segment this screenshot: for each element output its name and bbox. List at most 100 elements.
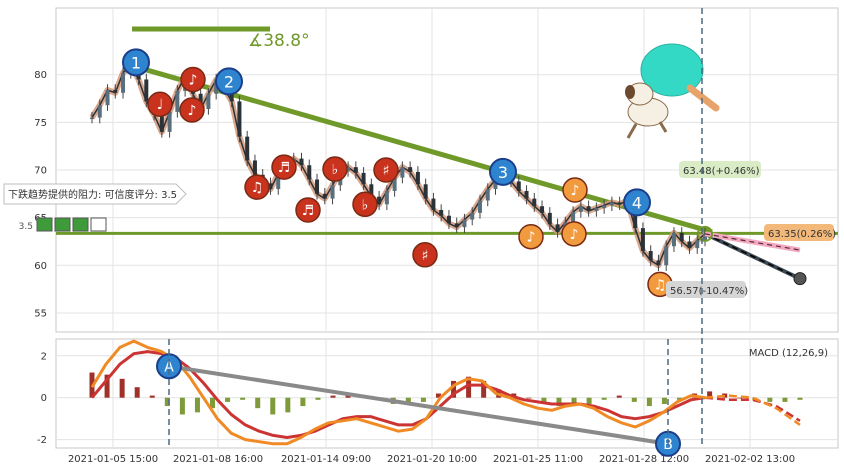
candle-body <box>571 211 576 223</box>
candle-body <box>695 240 700 249</box>
note-glyph: ♪ <box>527 230 536 246</box>
candle-body <box>477 200 482 213</box>
price-y-tick-label: 55 <box>34 308 47 319</box>
candle-body <box>307 165 312 180</box>
candle-body <box>431 198 436 211</box>
pivot-label: 3 <box>498 163 508 182</box>
note-marker-icon <box>518 223 544 250</box>
candle-body <box>361 172 366 185</box>
candle-body <box>369 184 374 197</box>
annotation-box <box>679 161 761 178</box>
pivot-label: 1 <box>131 53 141 72</box>
candle-body <box>454 223 459 228</box>
macd-dea-line <box>90 350 801 439</box>
candle-body <box>687 241 692 249</box>
candle-body <box>415 171 420 185</box>
note-glyph: ♪ <box>570 227 579 243</box>
candle-body <box>656 260 661 266</box>
histogram-bar <box>300 397 306 407</box>
histogram-bar <box>134 387 140 398</box>
candle-body <box>664 246 669 266</box>
macd-y-tick-label: 2 <box>41 351 47 362</box>
candle-body <box>408 167 413 172</box>
candle-body <box>322 193 327 199</box>
candle-body <box>493 179 498 190</box>
dea-projection <box>704 396 801 422</box>
note-marker-icon <box>244 174 270 200</box>
note-marker-icon <box>562 177 588 203</box>
macd-y-tick-label: -2 <box>37 435 47 446</box>
rating-row: 3.5 <box>19 217 107 232</box>
candle-body <box>268 183 273 190</box>
candle-body <box>159 114 164 132</box>
histogram-bar <box>601 397 607 400</box>
histogram-bar <box>797 397 803 400</box>
side-note-text: 下跌趋势提供的阻力: 可信度评分: 3.5 <box>8 188 177 201</box>
candle-body <box>330 185 335 199</box>
histogram-bar <box>541 397 547 402</box>
dog-illustration <box>625 82 669 139</box>
x-tick-label: 2021-01-14 09:00 <box>281 454 371 465</box>
projection-down-dashes <box>704 233 801 280</box>
dea-series <box>90 350 706 439</box>
histogram-bar <box>556 397 562 407</box>
histogram-bar <box>451 380 457 398</box>
candle-body <box>252 160 257 175</box>
candle-body <box>346 167 351 171</box>
histogram-bar <box>420 397 426 402</box>
histogram-bar <box>164 397 170 407</box>
x-tick-label: 2021-01-20 10:00 <box>387 454 477 465</box>
note-marker-icon <box>322 156 348 182</box>
candle-body <box>392 177 397 191</box>
candle-body <box>609 202 614 206</box>
note-glyph: ♫ <box>251 180 264 196</box>
histogram-bar <box>255 397 261 409</box>
histogram-bar <box>270 397 276 415</box>
angle-label: ∡38.8° <box>248 31 310 51</box>
candle-body <box>175 90 180 112</box>
note-glyph: ♪ <box>571 183 580 199</box>
price-y-tick-label: 75 <box>34 118 47 129</box>
note-glyph: ♬ <box>278 160 291 176</box>
candle-body <box>439 210 444 216</box>
candle-body <box>485 189 490 201</box>
note-marker-icon <box>271 154 297 180</box>
note-marker-icon <box>561 221 587 247</box>
histogram-bar <box>767 397 773 402</box>
candle-body <box>299 158 304 166</box>
note-glyph: ♩ <box>157 97 164 113</box>
candle-body <box>532 198 537 207</box>
candle-body <box>586 206 591 211</box>
candle-body <box>602 205 607 209</box>
dog-ear <box>625 85 635 99</box>
dog-leg-2 <box>658 121 668 133</box>
macd-dif-line <box>90 339 801 446</box>
histogram-bar <box>526 397 532 399</box>
price-path-line <box>91 63 706 267</box>
note-marker-icon <box>373 157 399 183</box>
histogram-bar <box>782 397 788 402</box>
note-marker-icon <box>352 191 378 218</box>
candle-body <box>648 251 653 261</box>
annotation-text: 63.48(+0.46%) <box>683 166 760 177</box>
candle-body <box>547 212 552 225</box>
annotation-text: 56.57(-10.47%) <box>670 286 748 297</box>
histogram-bar <box>616 395 622 398</box>
price-y-tick-label: 70 <box>34 166 47 177</box>
histogram-bar <box>661 397 667 404</box>
candle-body <box>540 206 545 213</box>
histogram-bar <box>571 397 577 407</box>
candle-body <box>245 136 250 161</box>
candle-body <box>206 93 211 110</box>
histogram-bar <box>676 397 682 400</box>
histogram-bar <box>646 397 652 407</box>
candle-body <box>470 212 475 220</box>
pivot-label: 2 <box>224 72 234 91</box>
projection-mid-dashes <box>704 233 801 251</box>
x-tick-label: 2021-01-08 16:00 <box>173 454 263 465</box>
histogram-bar <box>330 395 336 398</box>
candle-body <box>377 196 382 205</box>
candle-body <box>594 208 599 211</box>
histogram-bar <box>104 374 110 398</box>
